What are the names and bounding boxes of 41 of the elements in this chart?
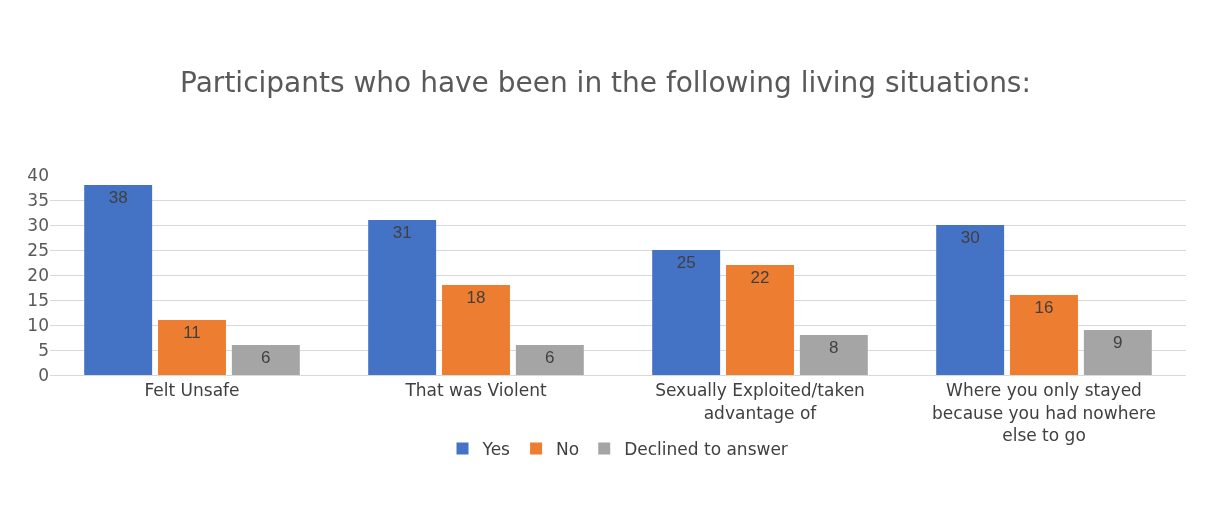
- data-label: 30: [960, 228, 980, 247]
- data-label: 8: [829, 338, 839, 357]
- bar: [726, 265, 794, 375]
- data-label: 25: [676, 253, 696, 272]
- x-tick-label: Where you only stayed because you had nowhere else to go: [932, 380, 1156, 445]
- data-label: 6: [261, 348, 271, 367]
- y-tick-label: 5: [38, 339, 49, 360]
- data-label: 38: [108, 188, 128, 207]
- legend-label: Declined to answer: [624, 439, 788, 460]
- legend-label: No: [556, 439, 580, 460]
- bar: [231, 345, 300, 375]
- y-tick-label: 0: [38, 364, 49, 385]
- y-tick-label: 25: [27, 239, 49, 260]
- y-tick-label: 10: [27, 314, 49, 335]
- data-label: 9: [1113, 333, 1123, 352]
- legend-label: Yes: [481, 439, 511, 460]
- bar: [515, 345, 584, 375]
- bar: [368, 220, 437, 375]
- y-tick-label: 15: [27, 289, 49, 310]
- y-tick-label: 40: [27, 164, 49, 185]
- y-tick-label: 35: [27, 189, 49, 210]
- data-label: 16: [1034, 298, 1054, 317]
- x-tick-label: Felt Unsafe: [144, 380, 240, 401]
- bar: [442, 285, 510, 375]
- y-tick-label: 20: [27, 264, 49, 285]
- data-label: 6: [545, 348, 555, 367]
- bar: [84, 185, 153, 375]
- data-label: 18: [466, 288, 486, 307]
- bar: [936, 225, 1005, 375]
- bar: [158, 320, 226, 375]
- y-tick-label: 30: [27, 214, 49, 235]
- data-label: 11: [183, 323, 201, 342]
- x-tick-label: That was Violent: [404, 380, 547, 401]
- bar: [652, 250, 721, 375]
- data-label: 31: [392, 223, 412, 242]
- chart-title: Participants who have been in the following living situations:: [180, 65, 1031, 99]
- bar: [1083, 330, 1152, 375]
- x-tick-label: Sexually Exploited/taken advantage of: [655, 380, 865, 423]
- bar: [1010, 295, 1078, 375]
- bar: [799, 335, 868, 375]
- data-label: 22: [750, 268, 770, 287]
